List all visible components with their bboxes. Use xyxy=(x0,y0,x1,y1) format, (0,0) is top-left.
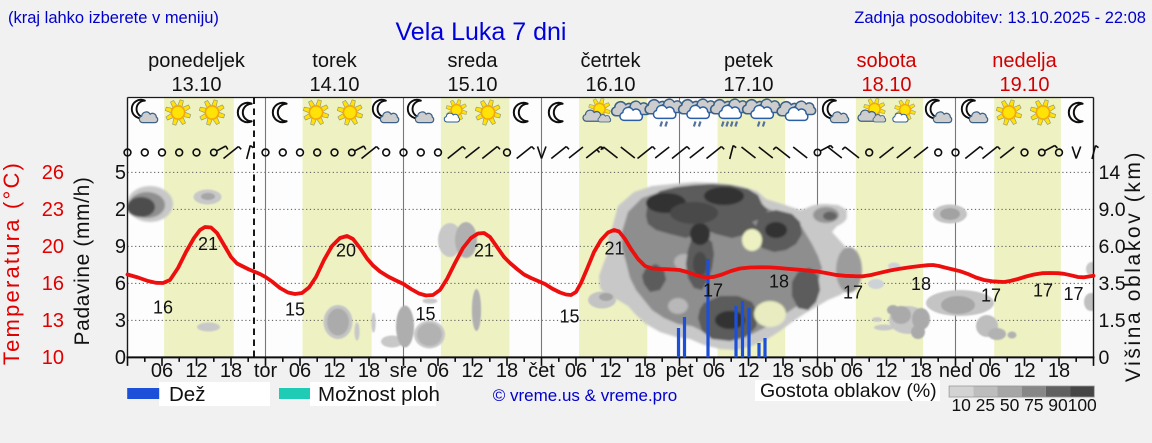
svg-text:17: 17 xyxy=(703,281,723,301)
svg-text:12: 12 xyxy=(599,360,621,382)
svg-text:19.10: 19.10 xyxy=(999,74,1049,96)
svg-text:Dež: Dež xyxy=(169,383,205,406)
svg-text:20: 20 xyxy=(336,241,356,261)
svg-text:06: 06 xyxy=(703,360,725,382)
svg-text:ponedeljek: ponedeljek xyxy=(148,50,246,72)
svg-text:06: 06 xyxy=(289,360,311,382)
svg-text:sreda: sreda xyxy=(447,50,498,72)
svg-text:14.10: 14.10 xyxy=(309,74,359,96)
svg-text:Višina oblakov (km): Višina oblakov (km) xyxy=(1122,150,1145,382)
svg-text:15.10: 15.10 xyxy=(447,74,497,96)
svg-text:18: 18 xyxy=(496,360,518,382)
svg-text:15: 15 xyxy=(559,307,579,327)
svg-text:100: 100 xyxy=(1068,395,1097,415)
svg-text:3: 3 xyxy=(115,310,126,332)
svg-text:17: 17 xyxy=(1033,281,1053,301)
svg-text:50: 50 xyxy=(1000,395,1020,415)
svg-text:21: 21 xyxy=(604,239,624,259)
svg-text:13.10: 13.10 xyxy=(171,74,221,96)
svg-text:sob: sob xyxy=(801,360,833,382)
svg-text:18: 18 xyxy=(358,360,380,382)
svg-text:06: 06 xyxy=(151,360,173,382)
svg-text:Zadnja posodobitev: 13.10.2025: Zadnja posodobitev: 13.10.2025 - 22:08 xyxy=(854,9,1146,27)
svg-text:18: 18 xyxy=(769,272,789,292)
svg-text:12: 12 xyxy=(1013,360,1035,382)
svg-text:Padavine (mm/h): Padavine (mm/h) xyxy=(71,177,94,346)
svg-text:sobota: sobota xyxy=(856,50,917,72)
svg-text:čet: čet xyxy=(528,360,555,382)
svg-text:četrtek: četrtek xyxy=(580,50,641,72)
svg-text:pet: pet xyxy=(666,360,694,382)
svg-text:1.5: 1.5 xyxy=(1099,310,1126,332)
svg-text:21: 21 xyxy=(474,241,494,261)
svg-text:25: 25 xyxy=(976,395,995,415)
svg-text:18: 18 xyxy=(911,274,931,294)
svg-text:6: 6 xyxy=(115,273,126,295)
svg-text:12: 12 xyxy=(461,360,483,382)
svg-text:06: 06 xyxy=(979,360,1001,382)
svg-text:75: 75 xyxy=(1024,395,1043,415)
svg-text:06: 06 xyxy=(565,360,587,382)
svg-text:18: 18 xyxy=(772,360,794,382)
svg-text:2: 2 xyxy=(115,199,126,221)
svg-text:21: 21 xyxy=(198,234,218,254)
svg-text:Gostota oblakov (%): Gostota oblakov (%) xyxy=(760,380,937,402)
svg-text:26: 26 xyxy=(42,162,64,184)
svg-text:ned: ned xyxy=(939,360,972,382)
svg-text:15: 15 xyxy=(285,300,305,320)
svg-text:petek: petek xyxy=(724,50,774,72)
svg-text:17: 17 xyxy=(981,286,1001,306)
svg-text:17.10: 17.10 xyxy=(723,74,773,96)
svg-text:6.0: 6.0 xyxy=(1099,236,1126,258)
svg-text:0: 0 xyxy=(1099,347,1110,369)
svg-text:12: 12 xyxy=(323,360,345,382)
svg-text:18: 18 xyxy=(634,360,656,382)
svg-text:Temperatura (°C): Temperatura (°C) xyxy=(0,161,24,365)
svg-text:0: 0 xyxy=(115,347,126,369)
svg-text:9: 9 xyxy=(115,236,126,258)
svg-text:18: 18 xyxy=(1048,360,1070,382)
svg-text:(kraj lahko izberete v meniju): (kraj lahko izberete v meniju) xyxy=(8,9,219,27)
svg-text:5: 5 xyxy=(115,162,126,184)
svg-text:17: 17 xyxy=(843,283,863,303)
svg-text:9.0: 9.0 xyxy=(1099,199,1126,221)
svg-text:12: 12 xyxy=(185,360,207,382)
svg-text:© vreme.us & vreme.pro: © vreme.us & vreme.pro xyxy=(493,386,677,405)
svg-text:16.10: 16.10 xyxy=(585,74,635,96)
svg-text:20: 20 xyxy=(42,236,64,258)
svg-text:90: 90 xyxy=(1048,395,1068,415)
svg-text:Vela Luka 7 dni: Vela Luka 7 dni xyxy=(396,18,567,46)
svg-text:18: 18 xyxy=(910,360,932,382)
svg-text:3.5: 3.5 xyxy=(1099,273,1126,295)
svg-text:16: 16 xyxy=(42,273,64,295)
svg-text:06: 06 xyxy=(427,360,449,382)
svg-text:sre: sre xyxy=(390,360,418,382)
svg-text:12: 12 xyxy=(875,360,897,382)
svg-text:tor: tor xyxy=(254,360,278,382)
svg-text:17: 17 xyxy=(1063,284,1083,304)
svg-text:18: 18 xyxy=(220,360,242,382)
svg-text:23: 23 xyxy=(42,199,64,221)
svg-text:Možnost ploh: Možnost ploh xyxy=(318,383,440,406)
svg-text:nedelja: nedelja xyxy=(992,50,1057,72)
svg-text:15: 15 xyxy=(415,304,435,324)
svg-text:12: 12 xyxy=(737,360,759,382)
svg-text:16: 16 xyxy=(153,298,173,318)
svg-text:10: 10 xyxy=(42,347,64,369)
svg-text:18.10: 18.10 xyxy=(861,74,911,96)
svg-text:13: 13 xyxy=(42,310,64,332)
svg-text:torek: torek xyxy=(312,50,357,72)
svg-text:06: 06 xyxy=(841,360,863,382)
svg-text:10: 10 xyxy=(951,395,971,415)
svg-text:14: 14 xyxy=(1099,162,1121,184)
